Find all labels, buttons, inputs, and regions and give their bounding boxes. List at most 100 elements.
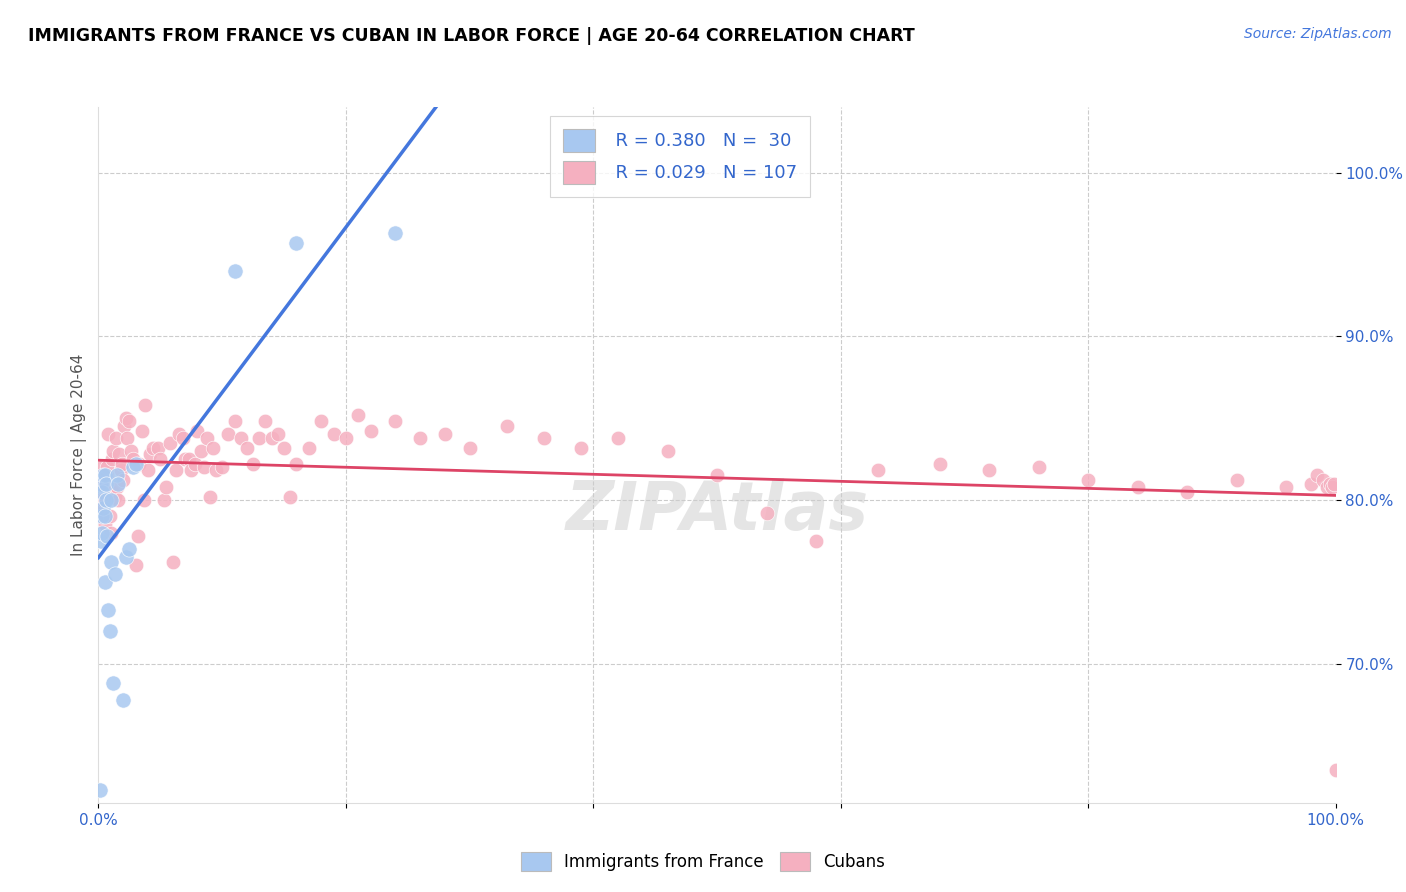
Point (90, 476, 112, 491)
Point (96, 460, 118, 475)
Point (202, 441, 225, 455)
Point (1028, 460, 1050, 475)
Point (1306, 468, 1329, 483)
Point (285, 235, 308, 250)
Point (103, 443, 125, 458)
Point (1324, 763, 1347, 777)
Point (278, 490, 301, 504)
Point (100, 555, 122, 569)
Point (122, 460, 145, 475)
Point (458, 441, 481, 455)
Point (384, 226, 406, 240)
Point (1299, 476, 1322, 491)
Point (1323, 476, 1346, 491)
Text: ZIPAtlas: ZIPAtlas (565, 477, 869, 543)
Point (1320, 480, 1343, 494)
Point (91, 509, 114, 524)
Point (260, 431, 283, 445)
Point (122, 452, 145, 467)
Point (93, 492, 115, 507)
Point (657, 443, 679, 458)
Point (309, 414, 332, 428)
Point (105, 480, 128, 494)
Legend: Immigrants from France, Cubans: Immigrants from France, Cubans (512, 843, 894, 880)
Point (93, 468, 115, 483)
Point (101, 484, 124, 499)
Point (360, 424, 382, 438)
Point (91, 484, 114, 499)
Point (90, 501, 112, 516)
Point (139, 447, 162, 461)
Point (91, 525, 114, 540)
Point (177, 452, 200, 467)
Text: IMMIGRANTS FROM FRANCE VS CUBAN IN LABOR FORCE | AGE 20-64 CORRELATION CHART: IMMIGRANTS FROM FRANCE VS CUBAN IN LABOR… (28, 27, 915, 45)
Point (205, 463, 228, 477)
Point (285, 457, 308, 471)
Point (607, 431, 630, 445)
Point (928, 457, 950, 471)
Point (136, 463, 159, 477)
Point (103, 490, 125, 504)
Point (149, 452, 172, 467)
Point (103, 676, 125, 690)
Point (1319, 476, 1341, 491)
Point (153, 492, 176, 507)
Point (193, 460, 215, 475)
Point (267, 427, 290, 442)
Point (97, 602, 120, 616)
Point (217, 427, 239, 442)
Point (146, 441, 169, 455)
Point (184, 457, 207, 471)
Point (254, 414, 277, 428)
Point (105, 468, 128, 483)
Point (89, 492, 111, 507)
Point (172, 431, 194, 445)
Point (112, 419, 135, 434)
Point (108, 447, 131, 461)
Point (131, 424, 153, 438)
Point (101, 452, 124, 467)
Point (127, 529, 149, 543)
Point (142, 441, 165, 455)
Point (93, 509, 115, 524)
Point (93, 574, 115, 589)
Point (93, 492, 115, 507)
Point (165, 463, 187, 477)
Point (433, 427, 456, 442)
Point (495, 419, 517, 434)
Point (112, 692, 135, 706)
Point (167, 427, 190, 442)
Point (90, 533, 112, 548)
Point (1077, 473, 1099, 487)
Point (247, 431, 270, 445)
Point (120, 443, 142, 458)
Point (155, 480, 177, 494)
Point (93, 501, 115, 516)
Point (124, 558, 146, 573)
Point (104, 431, 127, 445)
Point (98, 624, 121, 638)
Text: Source: ZipAtlas.com: Source: ZipAtlas.com (1244, 27, 1392, 41)
Point (118, 414, 141, 428)
Legend:   R = 0.380   N =  30,   R = 0.029   N = 107: R = 0.380 N = 30, R = 0.029 N = 107 (550, 116, 810, 197)
Y-axis label: In Labor Force | Age 20-64: In Labor Force | Age 20-64 (72, 354, 87, 556)
Point (91, 476, 114, 491)
Point (195, 431, 218, 445)
Point (804, 533, 827, 548)
Point (236, 441, 259, 455)
Point (211, 460, 233, 475)
Point (91, 460, 114, 475)
Point (298, 441, 321, 455)
Point (89, 782, 111, 797)
Point (979, 463, 1001, 477)
Point (174, 452, 197, 467)
Point (347, 408, 370, 422)
Point (198, 490, 221, 504)
Point (322, 427, 344, 442)
Point (1275, 480, 1298, 494)
Point (1312, 473, 1334, 487)
Point (706, 468, 728, 483)
Point (114, 411, 136, 425)
Point (1126, 480, 1149, 494)
Point (107, 492, 129, 507)
